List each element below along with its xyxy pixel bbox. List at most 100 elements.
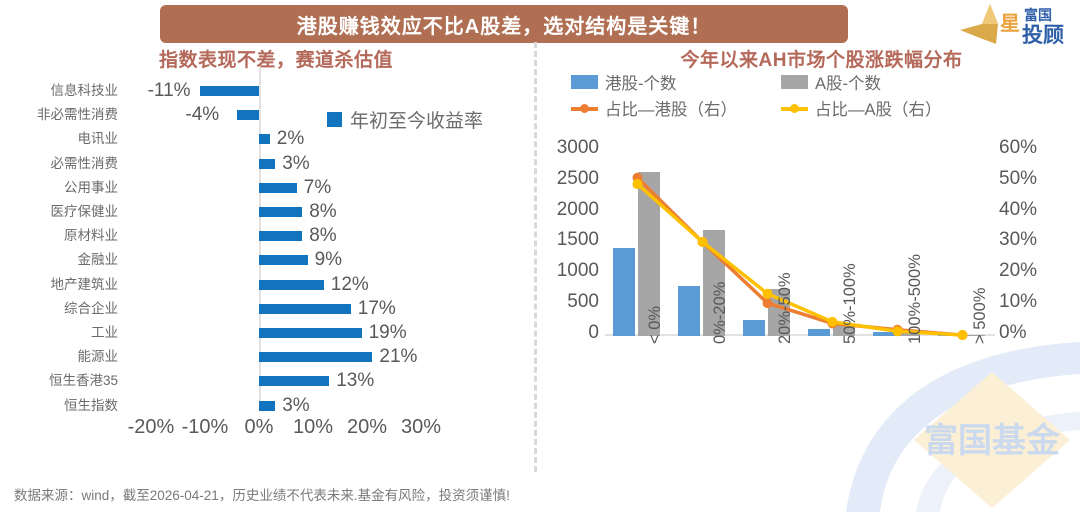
y-axis-tick-label: 1000 [556,260,599,282]
legend-label: 年初至今收益率 [350,111,484,132]
line-data-point [892,326,903,337]
bar-row: 工业 19% [0,322,534,344]
legend-item: 占比—港股（右） [571,96,781,120]
bar-a-count [963,335,985,336]
legend-label: 港股-个数 [605,75,677,93]
bar-row: 金融业 9% [0,249,534,271]
bar-value-label: -11% [147,80,191,101]
bar-row: 必需性消费 3% [0,153,534,175]
bar-value-label: 3% [282,394,310,416]
y-axis-left-labels: 3000 2500 2000 1500 1000 500 0 [537,138,599,342]
x-axis-tick-label: < 0% [645,305,664,344]
x-axis-tick-label: 50%-100% [840,263,859,344]
x-axis-tick-label: 10% [292,416,334,438]
line-data-point [762,298,773,309]
bar-segment [259,134,270,145]
legend-swatch-icon [327,112,342,127]
bar-row: 恒生指数 3% [0,395,534,417]
x-axis-line [605,334,995,336]
bar-segment [259,158,276,169]
bar-value-label: 12% [330,273,369,295]
bar-value-label: 8% [309,225,337,247]
bar-segment [259,352,373,363]
line-data-point [697,237,708,247]
y-axis-tick-label: 2500 [556,167,599,189]
x-axis-tick-label: -10% [181,416,229,438]
bar-group [800,148,865,336]
page-title: 港股赚钱效应不比A股差，选对结构是关键！ [296,15,712,38]
y-axis-right-tick-label: 0% [999,321,1027,343]
bar-segment [237,110,259,121]
square-swatch-icon [781,75,808,89]
bar-segment [259,400,276,411]
bar-value-label: 19% [368,322,407,343]
x-axis-tick-label: 20% [346,416,388,438]
x-axis-tick-label: 0% [244,416,274,438]
y-axis-tick-label: 500 [567,291,599,312]
y-axis-tick-label: 2000 [556,198,599,220]
legend-item: 港股-个数 [571,70,781,94]
bar-category-label: 医疗保健业 [50,204,119,219]
right-chart-legend: 港股-个数 A股-个数占比—港股（右） 占比—A股（右） [571,70,1051,120]
line-marker-swatch-icon [781,102,808,114]
logo-text-top: 富国 [1024,7,1052,23]
y-axis-right-tick-label: 40% [999,198,1038,220]
bar-segment [259,207,303,217]
line-a-percentage [635,182,965,337]
horizontal-bar-chart: 信息科技业 -11% 非必需性消费 -4% 电讯业 2% 必需性消费 3% 公用事业 7% 医疗保健… [0,68,534,468]
bar-row: 原材料业 8% [0,225,534,247]
y-axis-right-tick-label: 30% [999,229,1038,251]
bar-category-label: 金融业 [77,252,119,268]
bar-row: 公用事业 7% [0,177,534,199]
bar-segment [259,182,297,193]
line-marker-swatch-icon [571,102,598,114]
bar-hk-count [808,329,830,336]
bar-category-label: 恒生香港35 [48,373,118,389]
bar-category-label: 恒生指数 [64,397,118,413]
legend-item: A股-个数 [781,70,991,94]
bar-row: 非必需性消费 -4% [0,104,534,126]
legend-item: 占比—A股（右） [781,96,991,120]
x-axis-tick-label: 20%-50% [775,272,794,344]
y-axis-tick-label: 1500 [556,229,599,251]
bar-category-label: 必需性消费 [50,155,119,171]
square-swatch-icon [571,75,598,89]
bar-hk-count [613,248,635,336]
bar-category-label: 地产建筑业 [50,276,119,292]
bar-row: 恒生香港35 13% [0,370,534,392]
y-axis-tick-label: 0 [588,321,599,343]
bar-segment [259,231,303,242]
y-axis-right-tick-label: 60% [999,137,1038,158]
bar-value-label: 9% [314,249,343,271]
y-axis-right-labels: 60% 50% 40% 30% 20% 10% 0% [999,137,1061,342]
brand-logo: 星 富国 投顾 [960,4,1064,47]
bar-row: 综合企业 17% [0,298,534,320]
bar-value-label: 21% [379,346,418,368]
panel-divider [534,42,537,472]
bar-a-count [638,171,660,336]
y-axis-right-tick-label: 50% [999,167,1038,189]
y-axis-right-tick-label: 10% [999,291,1038,312]
bar-segment [259,255,308,266]
bar-row: 能源业 21% [0,346,534,368]
logo-star-glyph: 星 [1000,12,1020,35]
right-chart-title: 今年以来AH市场个股涨跌幅分布 [680,50,963,71]
bar-hk-count [743,320,765,336]
bar-value-label: 17% [357,297,396,319]
bar-hk-count [678,285,700,336]
bar-row: 电讯业 2% [0,128,534,150]
bar-category-label: 原材料业 [64,228,118,244]
legend-label: 占比—港股（右） [605,101,737,119]
left-chart-title: 指数表现不差，赛道杀估值 [158,50,393,71]
percentage-line-series [632,172,968,341]
x-axis-tick-label: 30% [400,416,442,438]
line-data-point [632,179,643,190]
bar-value-label: -4% [185,104,220,126]
left-chart-legend: 年初至今收益率 [327,106,483,133]
bar-hk-count [873,332,895,336]
left-chart-panel: 指数表现不差，赛道杀估值 信息科技业 -11% 非必需性消费 -4% 电讯业 2% 必需性消… [0,42,534,472]
bar-row: 信息科技业 -11% [0,80,534,102]
bar-segment [259,328,362,338]
bar-value-label: 13% [336,370,375,392]
title-banner: 港股赚钱效应不比A股差，选对结构是关键！ [160,5,848,43]
